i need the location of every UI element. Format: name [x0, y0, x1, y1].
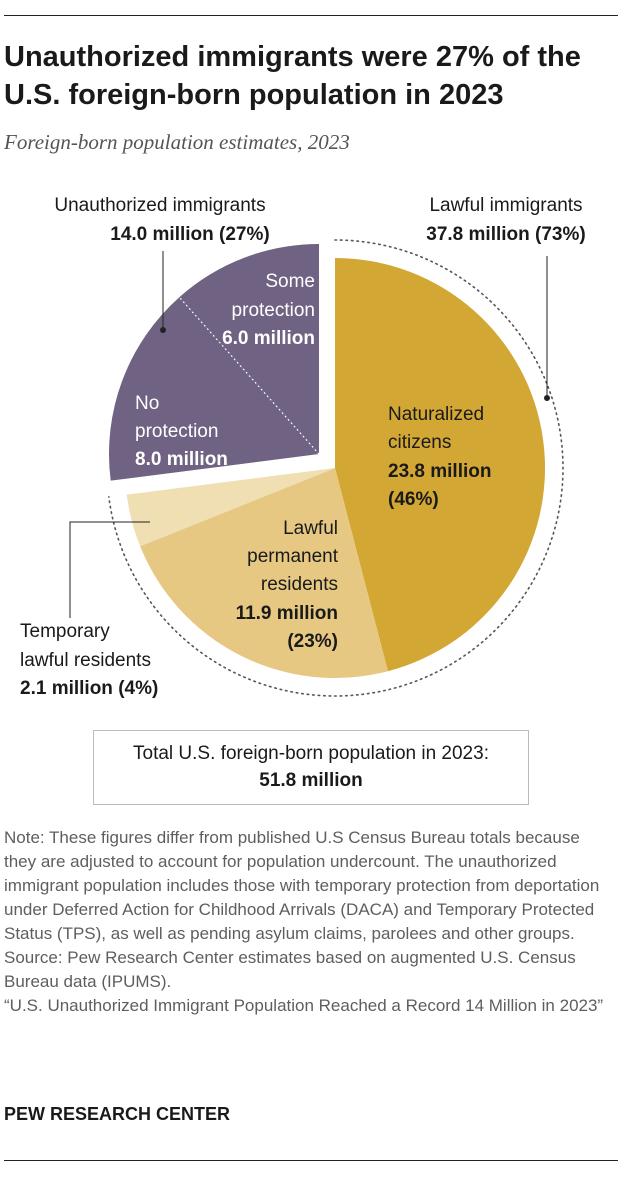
pie-chart: Unauthorized immigrants 14.0 million (27%… — [20, 195, 586, 699]
lawful-group-value: 37.8 million (73%) — [426, 224, 585, 245]
some-protection-label-2: protection — [232, 300, 315, 321]
total-value: 51.8 million — [259, 770, 363, 791]
pie-slices — [109, 244, 546, 678]
slice-temporary — [126, 468, 336, 547]
notes: Note: These figures differ from publishe… — [4, 826, 616, 1018]
slice-naturalized — [335, 258, 546, 672]
total-label: Total U.S. foreign-born population in 20… — [133, 743, 489, 764]
naturalized-label-1: Naturalized — [388, 404, 484, 425]
permanent-label-1: Lawful — [283, 518, 338, 539]
temporary-label-2: lawful residents — [20, 650, 151, 671]
no-protection-label-1: No — [135, 393, 159, 414]
some-protection-label-1: Some — [265, 271, 315, 292]
unauthorized-leader-dot — [160, 327, 166, 333]
bottom-rule — [4, 1160, 618, 1161]
source-text: Source: Pew Research Center estimates ba… — [4, 948, 576, 991]
lawful-group-arc — [108, 239, 564, 697]
temporary-leader — [69, 521, 150, 618]
report-title: “U.S. Unauthorized Immigrant Population … — [4, 996, 604, 1015]
chart-labels: Unauthorized immigrants 14.0 million (27%… — [20, 195, 586, 699]
slice-no-protection — [109, 297, 319, 481]
slice-some-protection — [179, 244, 319, 454]
total-box: Total U.S. foreign-born population in 20… — [93, 730, 529, 805]
top-rule — [4, 15, 618, 16]
no-protection-label-2: protection — [135, 421, 218, 442]
unauthorized-group-label: Unauthorized immigrants — [54, 195, 265, 216]
permanent-value: 11.9 million — [236, 603, 338, 624]
temporary-label-1: Temporary — [20, 621, 110, 642]
lawful-group-label: Lawful immigrants — [429, 195, 582, 216]
permanent-percent: (23%) — [287, 631, 338, 652]
unauthorized-group-value: 14.0 million (27%) — [110, 224, 269, 245]
naturalized-percent: (46%) — [388, 489, 439, 510]
naturalized-label-2: citizens — [388, 432, 451, 453]
slice-permanent — [140, 468, 388, 678]
some-protection-value: 6.0 million — [222, 328, 315, 349]
permanent-label-2: permanent — [247, 546, 339, 567]
temporary-value: 2.1 million (4%) — [20, 678, 158, 699]
lawful-leader-dot — [544, 395, 550, 401]
chart-title: Unauthorized immigrants were 27% of the … — [4, 41, 581, 111]
no-protection-value: 8.0 million — [135, 449, 228, 470]
brand-logo-text: PEW RESEARCH CENTER — [4, 1104, 231, 1124]
permanent-label-3: residents — [261, 574, 338, 595]
chart-subtitle: Foreign-born population estimates, 2023 — [4, 130, 350, 154]
naturalized-value: 23.8 million — [388, 461, 491, 482]
note-text: Note: These figures differ from publishe… — [4, 828, 600, 943]
